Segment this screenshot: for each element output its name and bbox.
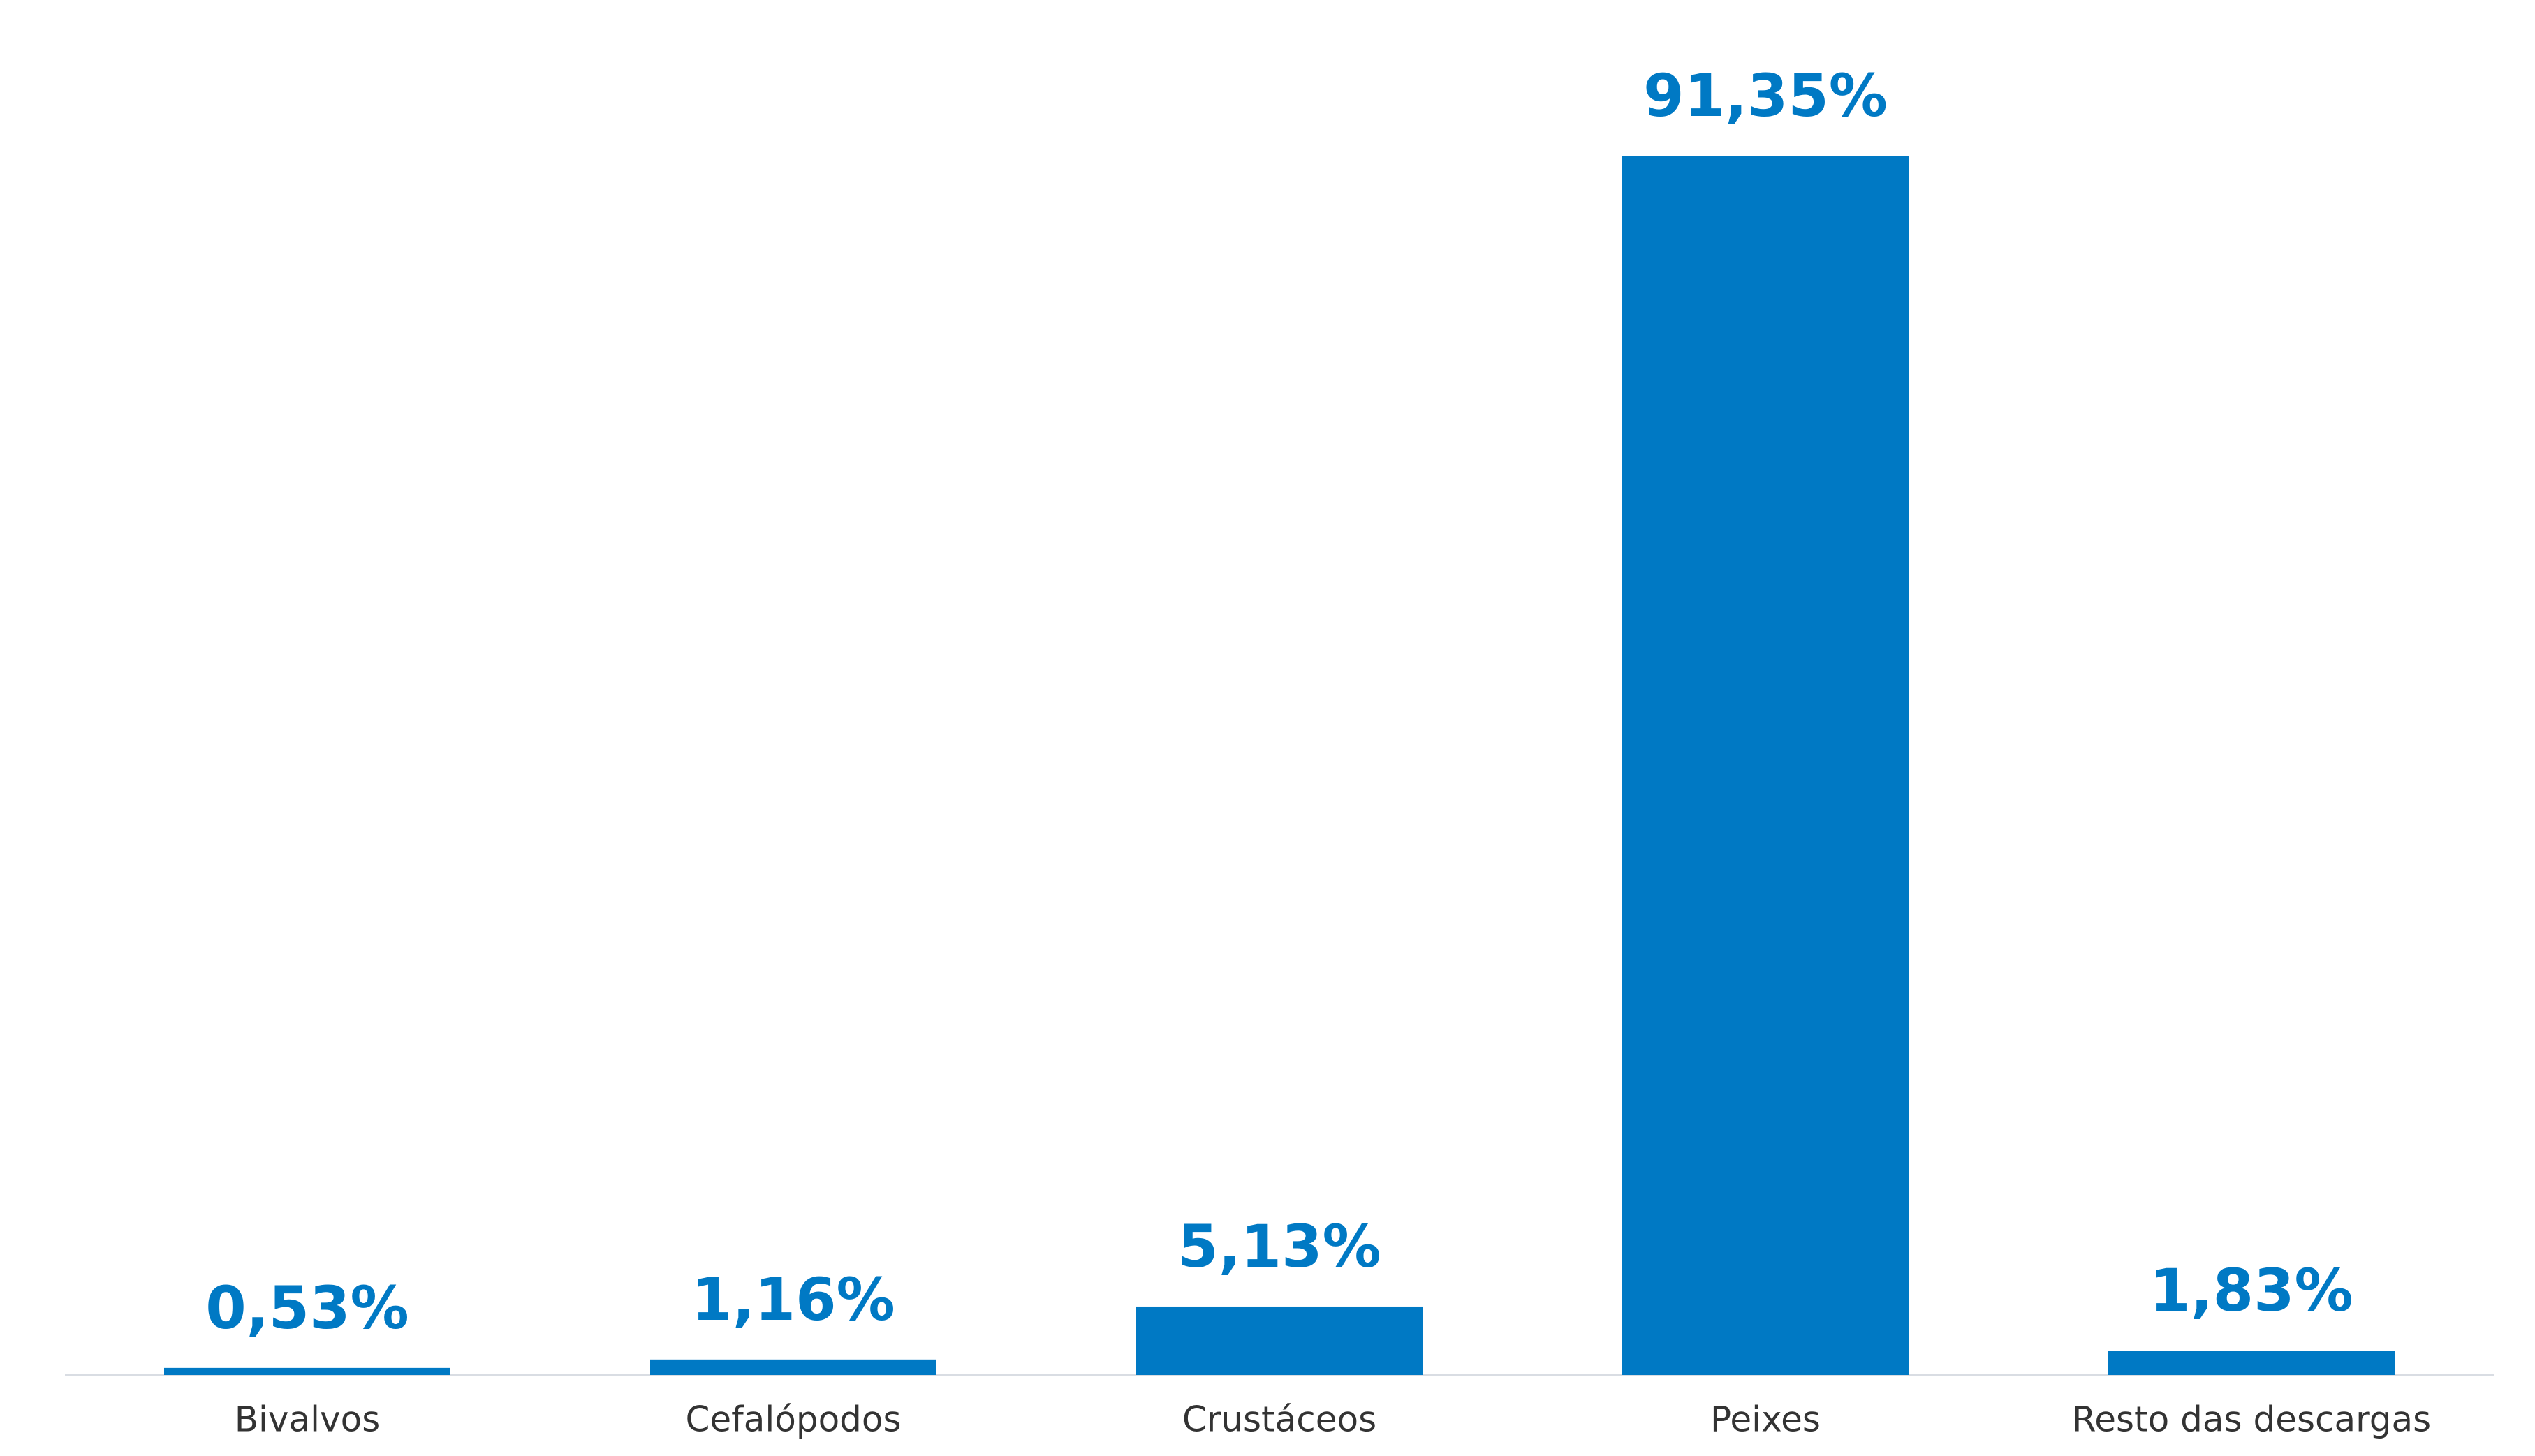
x-tick-label: Cefalópodos: [685, 1399, 901, 1440]
value-label: 0,53%: [205, 1274, 409, 1342]
value-label: 1,83%: [2150, 1256, 2353, 1325]
value-label: 91,35%: [1643, 61, 1888, 130]
bar: [650, 1359, 936, 1375]
x-tick-label: Peixes: [1710, 1399, 1821, 1440]
bar: [164, 1367, 450, 1375]
x-tick-label: Bivalvos: [235, 1399, 381, 1440]
x-tick-label: Crustáceos: [1182, 1399, 1376, 1440]
value-label: 5,13%: [1177, 1212, 1381, 1281]
bar: [2108, 1351, 2395, 1375]
x-tick-label: Resto das descargas: [2072, 1399, 2432, 1440]
value-label: 1,16%: [691, 1265, 895, 1334]
bar: [1136, 1306, 1423, 1375]
bar: [1622, 156, 1909, 1375]
